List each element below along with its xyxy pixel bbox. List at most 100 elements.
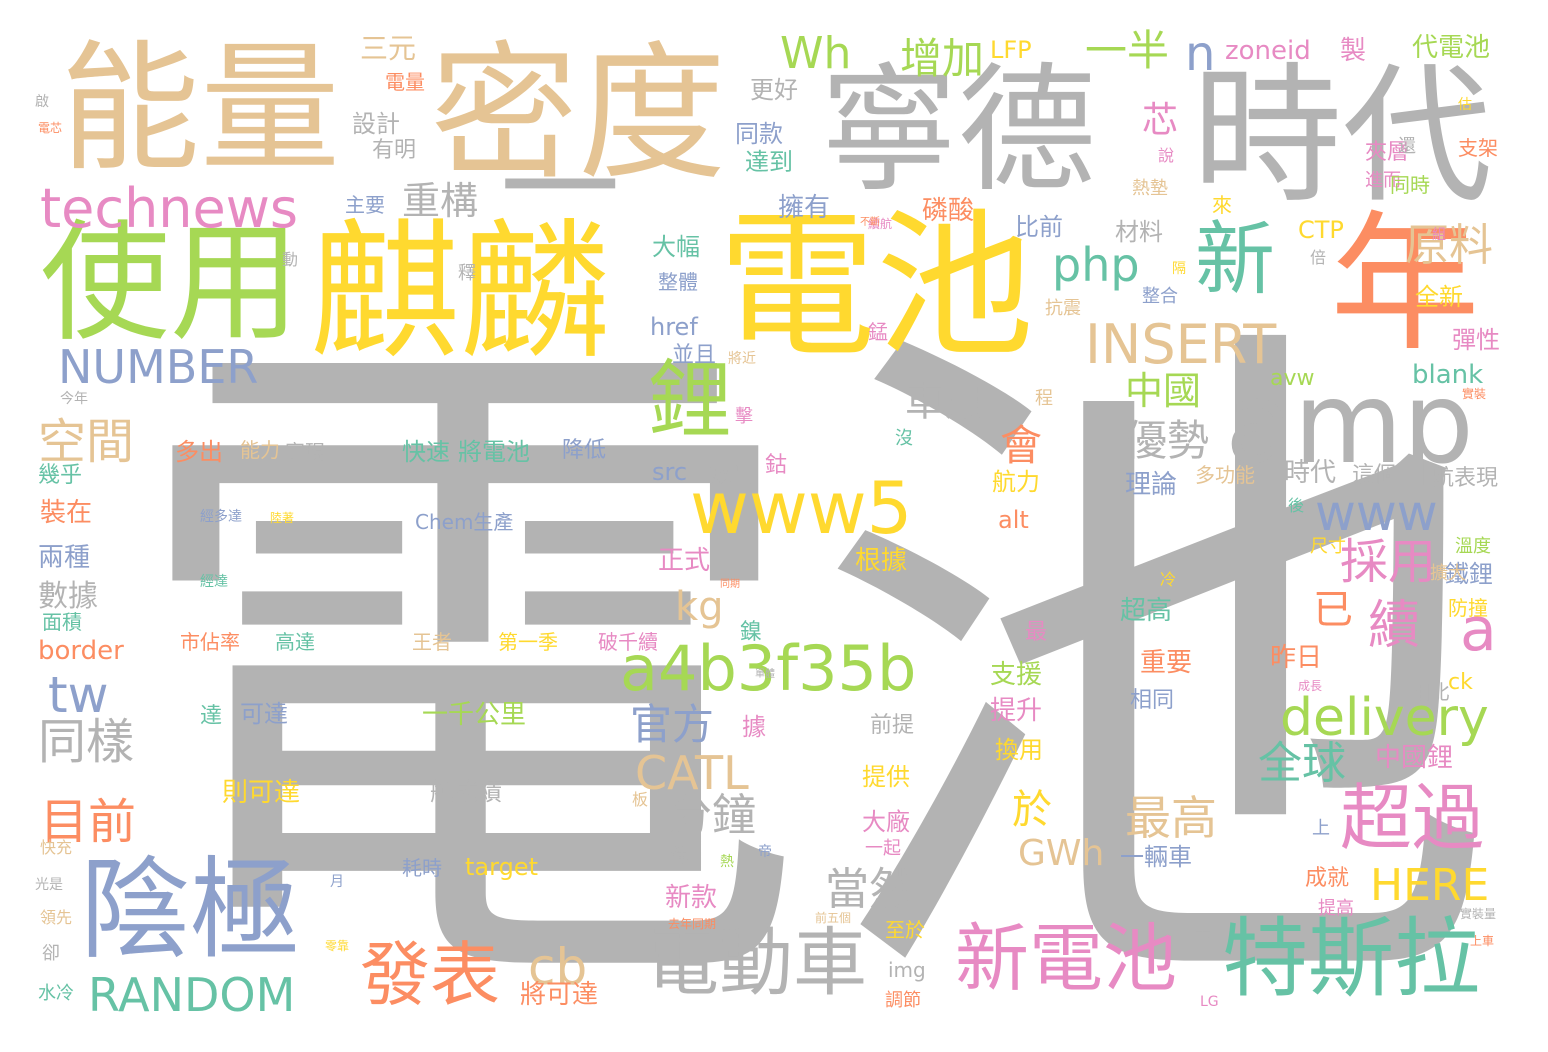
- word-91: 支架: [1458, 136, 1498, 160]
- word-189: 實裝量: [1460, 907, 1497, 921]
- word-44: 分鐘: [668, 790, 756, 841]
- word-9: 年: [1330, 198, 1481, 372]
- word-71: 擁有: [778, 193, 831, 223]
- word-180: 將近: [728, 351, 756, 367]
- word-199: 經達: [200, 574, 228, 590]
- word-203: 電芯: [38, 121, 63, 135]
- word-177: 程: [1035, 388, 1053, 409]
- word-16: www5: [690, 466, 913, 550]
- word-152: 耗時: [402, 856, 442, 880]
- word-195: 續航: [868, 217, 893, 231]
- word-83: 抗震: [1045, 298, 1081, 319]
- word-144: 中國鋰: [1375, 743, 1454, 773]
- word-86: avw: [1270, 366, 1315, 391]
- word-63: 製: [1340, 36, 1367, 66]
- word-18: 特斯拉: [1222, 909, 1480, 1009]
- word-119: 超高: [1120, 596, 1173, 626]
- word-201: 零靠: [325, 939, 350, 953]
- word-66: 設計: [352, 110, 400, 138]
- word-196: 不斷: [860, 217, 880, 228]
- word-19: 新電池: [955, 916, 1177, 1002]
- word-131: 重要: [1140, 648, 1193, 678]
- word-26: RANDOM: [88, 968, 296, 1022]
- word-54: 中國: [1125, 369, 1202, 413]
- word-138: 可達: [240, 700, 288, 728]
- word-102: 航力: [992, 468, 1040, 496]
- word-8: 一: [500, 120, 620, 259]
- word-157: 新款: [665, 883, 718, 913]
- word-84: 錳: [868, 320, 888, 344]
- word-160: 將可達: [520, 980, 599, 1010]
- word-134: 相比: [1410, 680, 1450, 704]
- word-51: kg: [675, 584, 724, 630]
- word-61: LFP: [990, 36, 1032, 64]
- word-20: 電動車: [645, 920, 867, 1006]
- word-171: 估: [1458, 97, 1472, 113]
- word-104: 多功能: [1195, 463, 1255, 487]
- word-200: 同期: [720, 579, 740, 590]
- word-101: 放出: [710, 463, 755, 488]
- word-141: 據: [742, 713, 766, 741]
- word-5: 密度: [430, 28, 726, 200]
- word-95: 能力: [240, 438, 280, 462]
- word-147: 提供: [862, 763, 910, 791]
- word-140: 達: [200, 704, 223, 729]
- word-41: 目前: [40, 794, 137, 850]
- word-14: 鋰: [648, 351, 733, 449]
- word-40: 空間: [38, 414, 135, 470]
- word-190: 上車: [1470, 934, 1495, 948]
- word-13: 新: [1195, 213, 1275, 306]
- word-74: 比前: [1015, 213, 1063, 241]
- word-68: 更好: [750, 76, 798, 104]
- word-168: 啟: [35, 94, 49, 110]
- word-198: 陸著: [270, 511, 295, 525]
- word-11: 陰極: [80, 846, 300, 974]
- word-98: 將電池: [458, 438, 530, 466]
- word-89: 進而: [1365, 170, 1401, 191]
- word-108: 幾乎: [38, 463, 83, 488]
- word-99: 降低: [562, 438, 607, 463]
- word-80: CTP: [1298, 216, 1344, 244]
- word-60: 三元: [360, 32, 417, 65]
- word-191: 成長: [1298, 679, 1323, 693]
- word-186: 月: [330, 874, 344, 890]
- word-127: 第一季: [498, 630, 558, 654]
- word-159: img: [888, 958, 926, 982]
- word-100: 鈷: [765, 453, 788, 478]
- word-173: 組: [1432, 227, 1446, 243]
- word-197: 經多達: [200, 509, 242, 525]
- word-24: INSERT: [1085, 313, 1277, 376]
- word-132: 昨日: [1270, 643, 1323, 673]
- word-166: 快充: [40, 838, 73, 857]
- word-169: 還: [1398, 136, 1416, 157]
- word-52: 車用: [905, 379, 985, 425]
- word-28: www: [1315, 484, 1438, 542]
- word-178: 沒: [895, 428, 913, 449]
- word-36: 續: [1368, 596, 1421, 656]
- word-133: ck: [1448, 670, 1473, 695]
- word-149: 一起: [865, 838, 901, 859]
- word-194: 去年同期: [668, 917, 717, 931]
- word-109: 裝在: [40, 498, 93, 528]
- word-75: 材料: [1115, 218, 1163, 246]
- word-172: 倍: [1310, 248, 1327, 267]
- word-183: 板: [632, 790, 649, 809]
- word-73: 主要: [345, 193, 385, 217]
- word-29: CATL: [635, 746, 749, 800]
- word-97: 快速: [402, 438, 450, 466]
- word-78: href: [650, 313, 698, 341]
- word-70: 達到: [745, 148, 793, 176]
- word-125: 高達: [275, 630, 315, 654]
- word-2: 麒麟: [310, 206, 611, 380]
- word-34: n: [1185, 26, 1216, 82]
- word-146: 航成績: [430, 778, 502, 806]
- word-23: delivery: [1280, 688, 1489, 748]
- word-15: technews: [40, 177, 299, 240]
- word-37: a: [1460, 595, 1497, 665]
- word-53: 會: [1000, 421, 1043, 470]
- word-87: blank: [1412, 360, 1484, 390]
- word-76: 大幅: [652, 233, 700, 261]
- word-115: 正式: [658, 546, 711, 576]
- word-21: 發表: [360, 934, 500, 1016]
